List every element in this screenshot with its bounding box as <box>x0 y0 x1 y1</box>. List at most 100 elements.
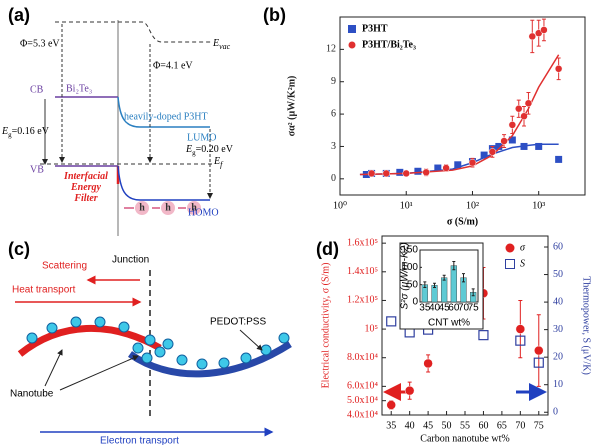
x-axis-title: Carbon nanotube wt% <box>420 433 509 444</box>
data-point <box>414 167 422 175</box>
fit-curve <box>359 54 560 176</box>
x-tick-label: 35 <box>419 303 431 314</box>
y-axis-title: σα² (μW/K²m) <box>286 76 297 137</box>
x-tick-label: 10² <box>466 200 479 211</box>
data-point <box>454 161 462 169</box>
y-tick-label: 5.0x10⁴ <box>347 395 379 406</box>
label: Junction <box>112 255 149 266</box>
x-tick-label: 10⁰ <box>333 200 347 211</box>
data-point <box>382 169 391 178</box>
data-point <box>386 400 396 410</box>
label: Scattering <box>42 261 87 272</box>
x-tick-label: 10³ <box>532 200 545 211</box>
data-point <box>500 137 508 145</box>
label: HOMO <box>188 207 219 218</box>
legend-marker <box>348 41 356 49</box>
data-point <box>386 316 397 327</box>
legend-marker <box>505 243 515 253</box>
legend-label: σ <box>520 242 526 253</box>
y-tick-label: 9 <box>331 76 336 87</box>
label: LUMO <box>187 132 216 143</box>
error-bar <box>442 274 446 281</box>
legend-marker <box>348 25 356 33</box>
data-point <box>540 26 548 34</box>
data-point <box>533 357 544 368</box>
y2-axis-title: Thermopower, S (μV/K) <box>581 276 592 375</box>
homo-line <box>117 165 210 201</box>
bar <box>441 277 448 303</box>
data-point <box>422 168 430 177</box>
x-tick-label: 60 <box>478 420 488 431</box>
hole <box>135 201 149 215</box>
y-tick-label: 50 <box>407 279 419 290</box>
panel-label: (a) <box>8 5 30 25</box>
data-point <box>534 345 544 356</box>
label: Bi₂Te₃ <box>66 83 92 94</box>
data-point <box>442 164 450 172</box>
data-point <box>404 385 415 396</box>
data-point <box>423 358 433 369</box>
x-tick-label: 40 <box>405 420 415 431</box>
y2-tick-label: 50 <box>553 269 563 280</box>
label: Φ=5.3 eV <box>20 38 60 49</box>
x-tick-label: 55 <box>460 420 470 431</box>
y-axis-title: S²σ (μW/m-K2) <box>400 242 411 309</box>
bar <box>450 265 457 303</box>
error-bar <box>462 273 465 283</box>
y2-tick-label: 0 <box>553 407 558 418</box>
x-tick-label: 10¹ <box>400 200 413 211</box>
plot-frame <box>339 16 586 196</box>
legend-label: P3HT/Bi₂Te₃ <box>362 39 416 50</box>
error-bar <box>433 282 436 288</box>
data-point <box>478 330 489 341</box>
x-tick-label: 45 <box>439 303 451 314</box>
junction-diagram: (c) Junction Scattering Heat transport P… <box>8 239 292 445</box>
label: Nanotube <box>10 389 54 400</box>
y-tick-label: 6 <box>331 108 336 119</box>
y-tick-label: 8.0x10⁴ <box>347 352 379 363</box>
x-tick-label: 40 <box>429 303 441 314</box>
data-point <box>524 99 533 108</box>
legend-label: S <box>520 258 525 269</box>
x-tick-label: 70 <box>515 420 525 431</box>
error-bar <box>452 260 456 271</box>
data-point <box>402 169 410 178</box>
y2-tick-label: 60 <box>553 241 563 252</box>
y-tick-label: 1.6x10⁵ <box>347 237 378 248</box>
panel-label: (d) <box>316 239 339 259</box>
vacuum-level <box>118 21 212 43</box>
y-tick-label: 3 <box>331 141 336 152</box>
y-tick-label: 0 <box>412 297 418 308</box>
arrow <box>239 329 263 351</box>
lumo-line <box>117 96 210 128</box>
panel-label: (c) <box>8 239 30 259</box>
hole-label: h <box>191 202 197 213</box>
x-tick-label: 50 <box>442 420 452 431</box>
data-point <box>480 151 488 159</box>
data-point <box>515 335 526 346</box>
data-point <box>535 142 543 150</box>
data-point <box>396 168 404 176</box>
arrow <box>44 349 63 387</box>
data-point <box>488 148 497 156</box>
label: Evac <box>212 38 231 51</box>
data-point <box>515 324 526 334</box>
x-tick-label: 45 <box>423 420 433 431</box>
x-axis-title: σ (S/m) <box>447 216 478 227</box>
y-tick-label: 1.2x10⁵ <box>347 295 378 306</box>
band-diagram: (a) Φ=5.3 eV Φ=4.1 eV Evac CB Bi₂Te₃ hea… <box>1 5 234 236</box>
x-tick-label: 70 <box>458 303 470 314</box>
y2-tick-label: 40 <box>553 296 563 307</box>
particles <box>26 316 290 370</box>
label: heavily-doped P3HT <box>124 111 208 122</box>
label: Eg=0.20 eV <box>185 144 234 156</box>
data-point <box>555 155 563 163</box>
y-tick-label: 100 <box>401 262 418 273</box>
label: Heat transport <box>12 285 76 296</box>
data-point <box>495 142 503 150</box>
nanotube <box>17 324 162 357</box>
label: Interfacial Energy Filter <box>63 171 108 204</box>
error-bar <box>423 281 427 288</box>
data-point <box>520 142 528 150</box>
